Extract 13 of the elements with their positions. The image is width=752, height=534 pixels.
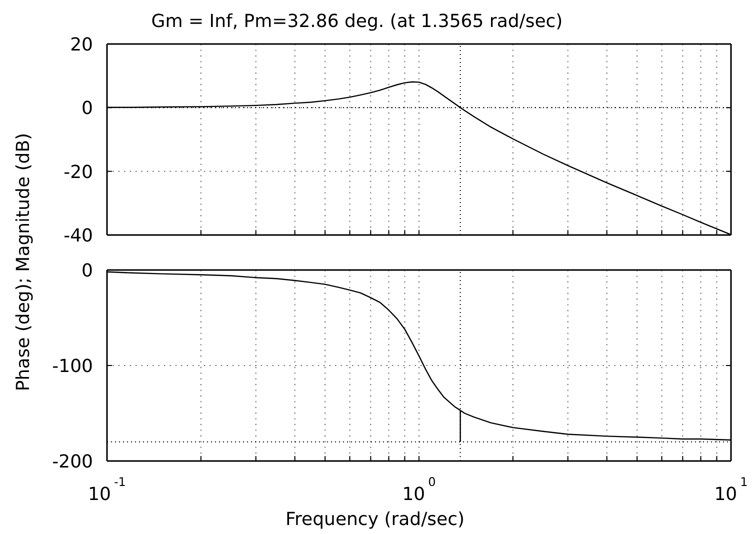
- x-axis-title: Frequency (rad/sec): [285, 509, 465, 530]
- y-axis-title: Phase (deg); Magnitude (dB): [12, 132, 34, 392]
- y-tick-label: -200: [52, 451, 93, 472]
- y-tick-label: 0: [82, 98, 93, 120]
- y-tick-label: -20: [64, 162, 93, 183]
- x-tick-label: 10$^{0}$: [402, 474, 436, 505]
- y-tick-label: -100: [52, 356, 93, 377]
- y-tick-label: 0: [82, 260, 93, 282]
- chart-title: Gm = Inf, Pm=32.86 deg. (at 1.3565 rad/sec): [151, 11, 563, 32]
- y-tick-label: 20: [70, 34, 93, 56]
- y-tick-label: -40: [64, 225, 93, 246]
- x-tick-label: 10$^{1}$: [714, 474, 748, 505]
- x-tick-label: 10$^{-1}$: [88, 474, 126, 505]
